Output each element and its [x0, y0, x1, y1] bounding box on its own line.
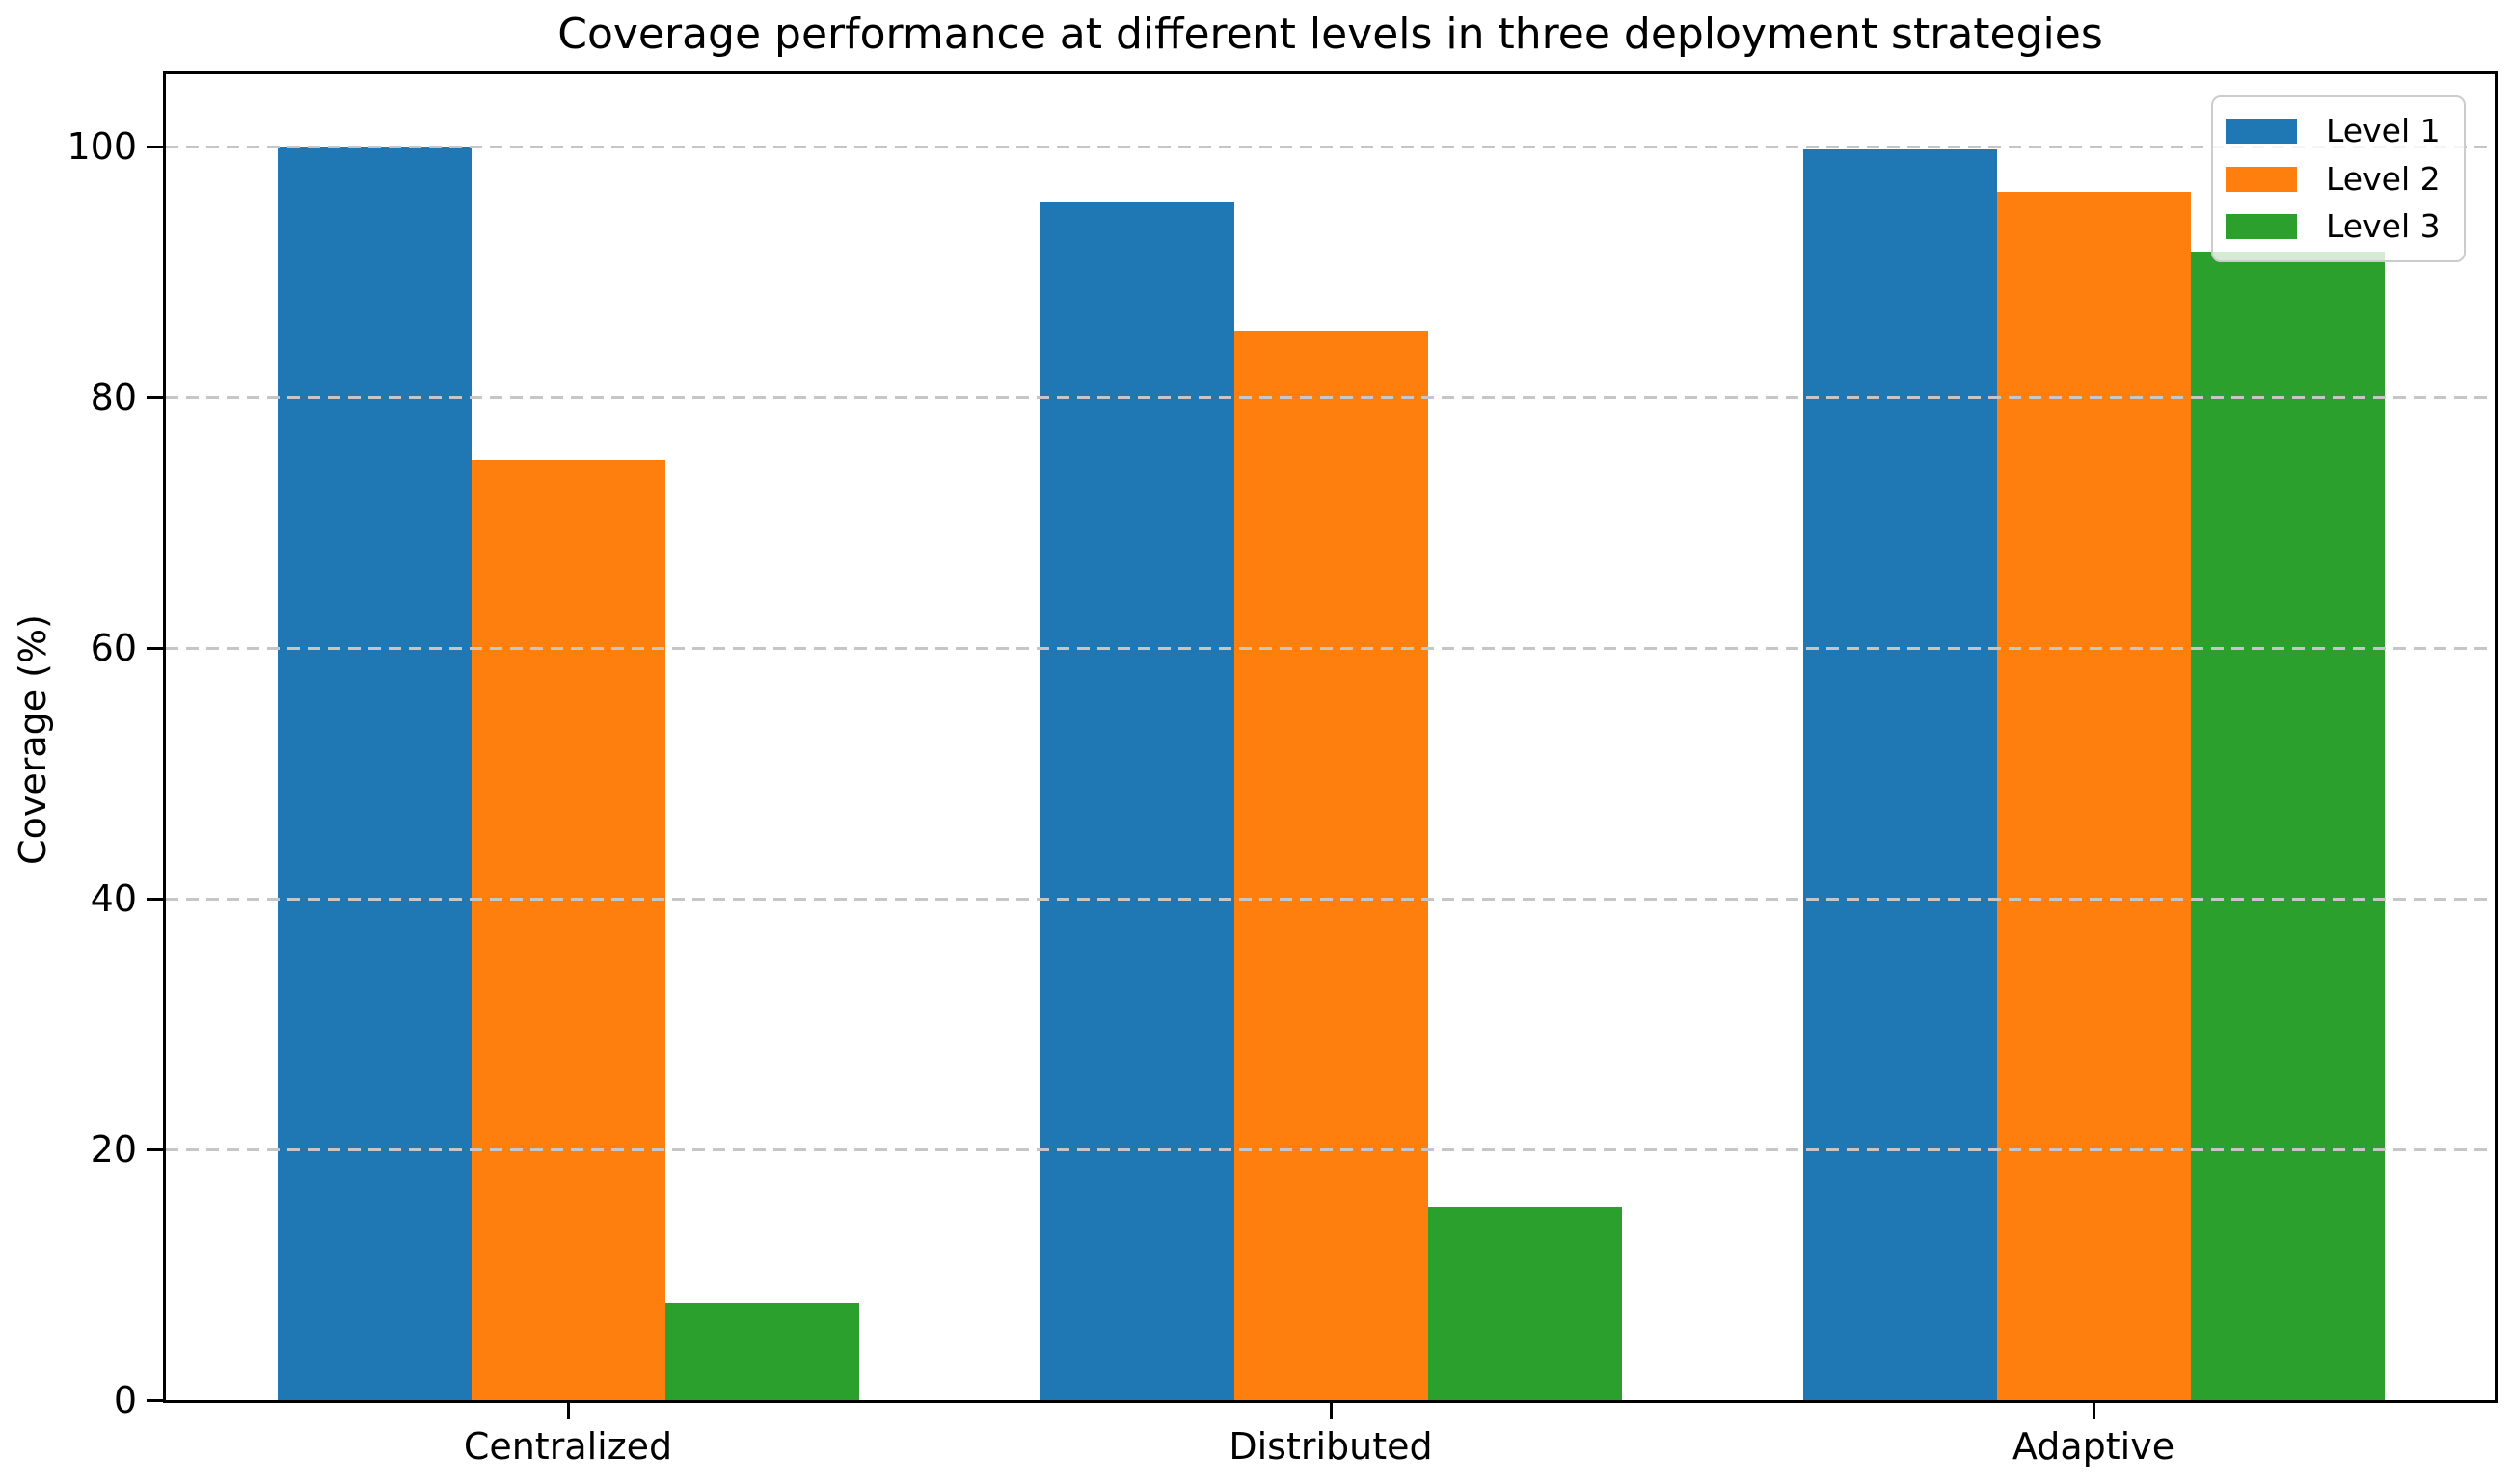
gridline-y-60: [166, 647, 2495, 650]
bar-centralized-level-3: [664, 1302, 859, 1400]
x-tick-label-centralized: Centralized: [463, 1425, 673, 1468]
legend-swatch-level-3: [2226, 214, 2297, 240]
y-tick-label-60: 60: [90, 627, 137, 669]
bar-adaptive-level-1: [1802, 148, 1997, 1400]
legend-label-level-3: Level 3: [2326, 207, 2441, 246]
legend-item-level-1: Level 1: [2213, 111, 2464, 149]
y-tick-label-80: 80: [90, 376, 137, 418]
bar-distributed-level-3: [1427, 1206, 1622, 1400]
legend-item-level-2: Level 2: [2213, 159, 2464, 198]
y-tick-label-40: 40: [90, 877, 137, 920]
y-tick-mark-60: [147, 646, 163, 650]
chart-title: Coverage performance at different levels…: [557, 10, 2103, 59]
gridline-y-40: [166, 898, 2495, 901]
y-tick-label-20: 20: [90, 1128, 137, 1171]
bar-adaptive-level-2: [1996, 191, 2191, 1400]
bar-centralized-level-1: [277, 147, 472, 1400]
legend-item-level-3: Level 3: [2213, 210, 2464, 243]
legend-swatch-level-1: [2226, 118, 2297, 144]
legend-label-level-2: Level 2: [2326, 159, 2441, 198]
y-axis-label: Coverage (%): [12, 614, 54, 865]
legend-label-level-1: Level 1: [2326, 111, 2441, 149]
bar-distributed-level-1: [1040, 202, 1234, 1400]
y-tick-label-100: 100: [67, 125, 137, 168]
x-tick-label-distributed: Distributed: [1229, 1425, 1433, 1468]
y-tick-mark-20: [147, 1147, 163, 1151]
y-tick-mark-100: [147, 145, 163, 148]
gridline-y-20: [166, 1148, 2495, 1151]
y-tick-mark-0: [147, 1398, 163, 1402]
legend: Level 1 Level 2 Level 3: [2211, 95, 2466, 262]
legend-swatch-level-2: [2226, 166, 2297, 192]
y-tick-mark-40: [147, 897, 163, 901]
y-tick-label-0: 0: [113, 1379, 137, 1421]
gridline-y-80: [166, 396, 2495, 399]
bar-distributed-level-2: [1233, 331, 1428, 1400]
gridline-y-100: [166, 146, 2495, 148]
bar-adaptive-level-3: [2190, 252, 2385, 1400]
x-tick-mark-distributed: [1329, 1403, 1333, 1419]
x-tick-mark-adaptive: [2092, 1403, 2095, 1419]
y-tick-mark-80: [147, 395, 163, 399]
bar-centralized-level-2: [471, 460, 665, 1400]
x-tick-label-adaptive: Adaptive: [2012, 1425, 2175, 1468]
x-tick-mark-centralized: [566, 1403, 570, 1419]
